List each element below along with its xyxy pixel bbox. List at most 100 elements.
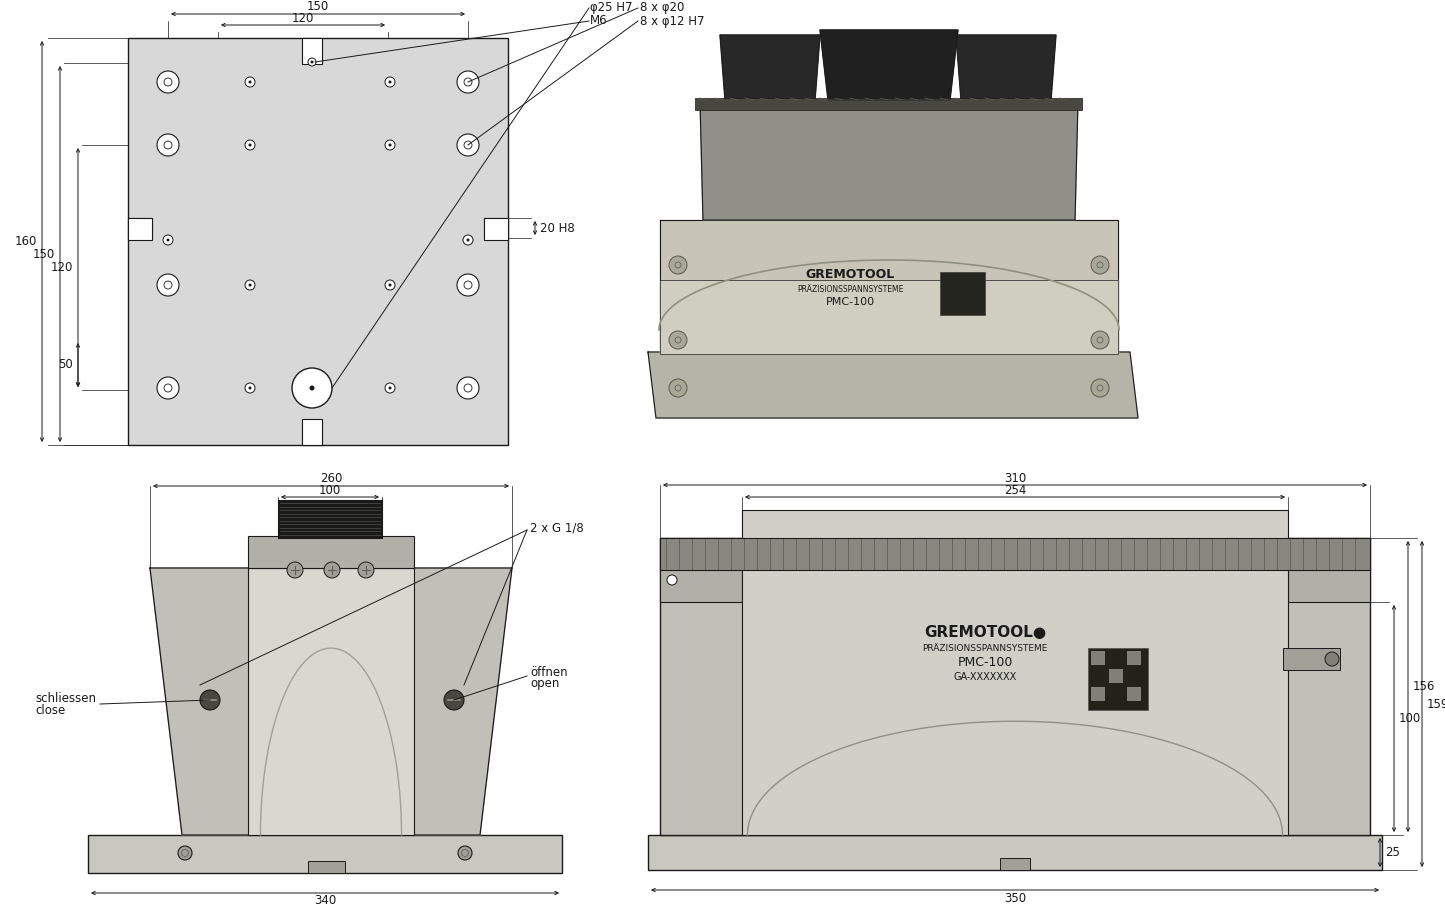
Circle shape <box>158 274 179 296</box>
Bar <box>1091 651 1105 665</box>
Bar <box>1000 858 1030 870</box>
Text: 100: 100 <box>319 484 341 497</box>
Circle shape <box>464 78 473 86</box>
Circle shape <box>249 80 251 83</box>
Circle shape <box>464 384 473 392</box>
Text: 160: 160 <box>14 235 38 248</box>
Text: 20 H8: 20 H8 <box>540 222 575 234</box>
Text: 50: 50 <box>58 358 74 371</box>
Circle shape <box>158 134 179 156</box>
Circle shape <box>1325 652 1340 666</box>
Polygon shape <box>957 35 1056 100</box>
Text: PRÄZISIONSSPANNSYSTEME: PRÄZISIONSSPANNSYSTEME <box>796 285 903 294</box>
Circle shape <box>457 377 478 399</box>
Bar <box>249 536 415 568</box>
Circle shape <box>464 281 473 289</box>
Bar <box>277 500 381 538</box>
Text: PRÄZISIONSSPANNSYSTEME: PRÄZISIONSSPANNSYSTEME <box>922 644 1048 653</box>
Text: schliessen: schliessen <box>35 691 95 704</box>
Bar <box>302 419 322 445</box>
Circle shape <box>1091 331 1108 349</box>
Circle shape <box>246 140 254 150</box>
Circle shape <box>669 331 686 349</box>
Text: close: close <box>35 703 65 716</box>
Bar <box>660 538 741 602</box>
Bar <box>1108 669 1123 683</box>
Circle shape <box>444 690 464 710</box>
Bar <box>1283 648 1340 670</box>
Circle shape <box>1097 385 1103 391</box>
Circle shape <box>462 235 473 245</box>
Bar <box>660 538 1370 835</box>
Circle shape <box>457 134 478 156</box>
Circle shape <box>1097 337 1103 343</box>
Text: 120: 120 <box>51 261 74 274</box>
Polygon shape <box>699 100 1078 220</box>
Text: GA-XXXXXXX: GA-XXXXXXX <box>954 672 1017 681</box>
Bar <box>1088 648 1147 710</box>
Circle shape <box>389 387 392 390</box>
Circle shape <box>1097 262 1103 268</box>
Bar <box>1127 651 1142 665</box>
Circle shape <box>178 846 192 860</box>
Polygon shape <box>720 35 819 100</box>
Text: 254: 254 <box>1004 484 1026 497</box>
Circle shape <box>389 80 392 83</box>
Bar <box>695 98 1082 110</box>
Text: 340: 340 <box>314 894 337 907</box>
Circle shape <box>675 262 681 268</box>
Circle shape <box>308 58 316 66</box>
Bar <box>249 568 415 835</box>
Polygon shape <box>660 280 1118 354</box>
Circle shape <box>668 575 678 585</box>
Circle shape <box>166 238 169 242</box>
Polygon shape <box>838 35 938 100</box>
Polygon shape <box>819 30 958 100</box>
Circle shape <box>457 71 478 93</box>
Circle shape <box>158 377 179 399</box>
Bar <box>302 38 322 64</box>
Circle shape <box>389 283 392 286</box>
Circle shape <box>163 384 172 392</box>
Bar <box>486 219 509 237</box>
Bar <box>1091 687 1105 701</box>
Bar <box>129 218 152 240</box>
Bar <box>129 219 152 237</box>
Circle shape <box>288 562 303 578</box>
Bar <box>484 218 509 238</box>
Circle shape <box>182 849 188 857</box>
Text: 8 x φ20: 8 x φ20 <box>640 2 685 15</box>
Bar <box>302 421 322 445</box>
Text: 8 x φ12 H7: 8 x φ12 H7 <box>640 15 705 28</box>
Circle shape <box>389 143 392 147</box>
Circle shape <box>384 140 394 150</box>
Text: 150: 150 <box>306 1 329 14</box>
Text: 159: 159 <box>1428 698 1445 711</box>
Polygon shape <box>647 352 1139 418</box>
Bar <box>302 38 322 62</box>
Circle shape <box>246 77 254 87</box>
Text: PMC-100: PMC-100 <box>957 656 1013 669</box>
Bar <box>660 538 1370 570</box>
Circle shape <box>163 235 173 245</box>
Circle shape <box>292 368 332 408</box>
Text: 150: 150 <box>33 247 55 260</box>
Text: 310: 310 <box>1004 472 1026 485</box>
Text: GREMOTOOL: GREMOTOOL <box>805 269 894 282</box>
Circle shape <box>1091 379 1108 397</box>
Bar <box>647 835 1381 870</box>
Circle shape <box>384 77 394 87</box>
Circle shape <box>324 562 340 578</box>
Circle shape <box>464 141 473 149</box>
Bar <box>308 861 345 873</box>
Circle shape <box>163 281 172 289</box>
Text: öffnen: öffnen <box>530 665 568 678</box>
Text: 2 x G 1/8: 2 x G 1/8 <box>530 521 584 534</box>
Circle shape <box>199 690 220 710</box>
Circle shape <box>246 280 254 290</box>
Circle shape <box>246 383 254 393</box>
Circle shape <box>163 78 172 86</box>
Circle shape <box>458 846 473 860</box>
Circle shape <box>461 849 468 857</box>
Bar <box>129 38 509 445</box>
